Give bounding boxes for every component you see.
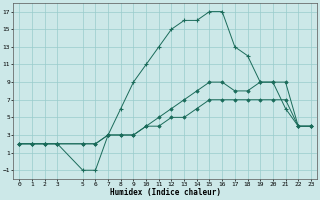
X-axis label: Humidex (Indice chaleur): Humidex (Indice chaleur) <box>110 188 220 197</box>
